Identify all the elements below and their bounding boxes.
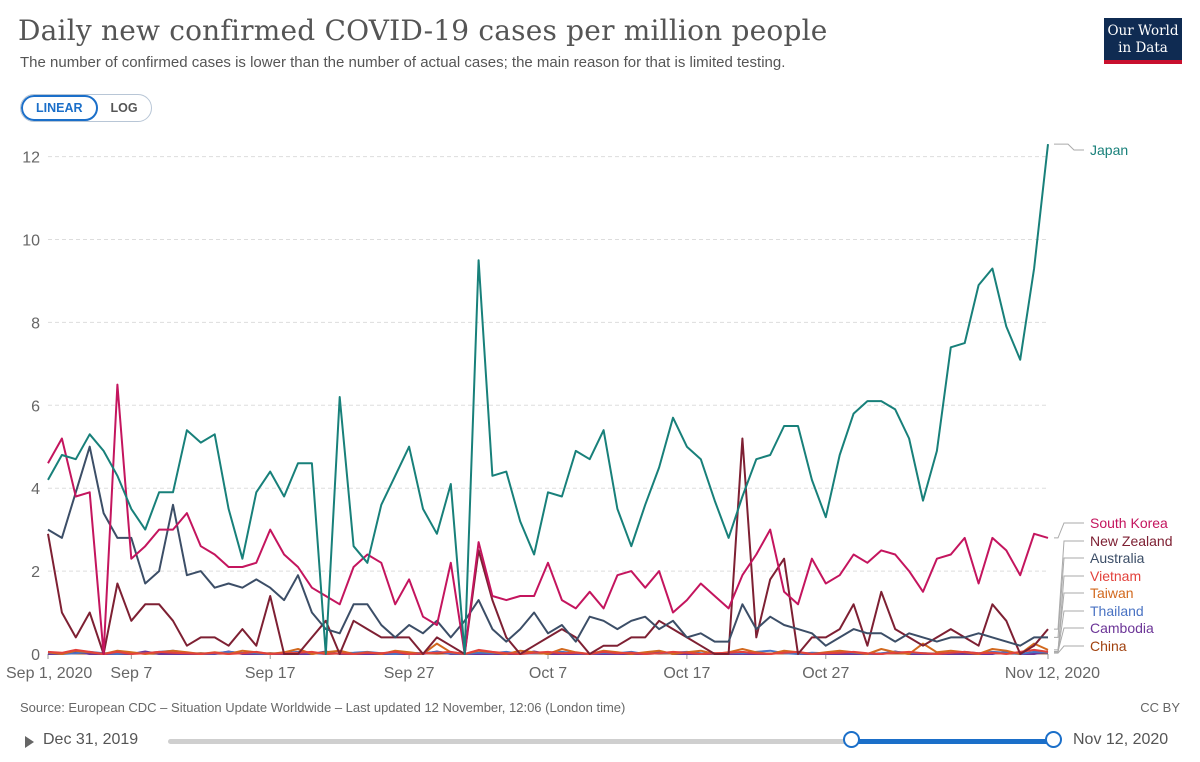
scale-toggle: LINEAR LOG [20, 94, 152, 122]
legend-label-china[interactable]: China [1090, 638, 1127, 654]
y-tick-label: 4 [31, 481, 40, 498]
legend-label-south-korea[interactable]: South Korea [1090, 515, 1168, 531]
x-tick-label: Sep 27 [384, 665, 435, 682]
x-tick-label: Oct 27 [802, 665, 849, 682]
legend-label-new-zealand[interactable]: New Zealand [1090, 533, 1173, 549]
linear-scale-button[interactable]: LINEAR [21, 95, 98, 121]
x-tick-label: Sep 1, 2020 [6, 665, 92, 682]
y-axis-ticks: 0 2 4 6 8 10 12 [22, 150, 40, 664]
chart-subtitle: The number of confirmed cases is lower t… [20, 54, 786, 71]
series-lines [47, 143, 1049, 655]
owid-logo[interactable]: Our World in Data [1104, 18, 1182, 64]
timeline-selected-range [851, 739, 1054, 744]
x-tick-label: Sep 17 [245, 665, 296, 682]
legend-connector [1054, 592, 1084, 651]
legend-label-vietnam[interactable]: Vietnam [1090, 568, 1141, 584]
legend-label-taiwan[interactable]: Taiwan [1090, 585, 1134, 601]
log-scale-button[interactable]: LOG [110, 101, 138, 115]
legend-connector [1054, 522, 1084, 539]
legend-connector [1054, 557, 1084, 638]
series-line-new-zealand[interactable] [47, 437, 1049, 655]
logo-line-1: Our World [1107, 23, 1179, 39]
x-tick-label: Oct 17 [663, 665, 710, 682]
legend-label-thailand[interactable]: Thailand [1090, 603, 1144, 619]
legend-label-australia[interactable]: Australia [1090, 550, 1145, 566]
legend-connector [1054, 645, 1084, 654]
x-tick-label: Nov 12, 2020 [1005, 665, 1100, 682]
timeline-slider: Dec 31, 2019 Nov 12, 2020 [0, 722, 1200, 762]
timeline-end-label: Nov 12, 2020 [1073, 731, 1169, 748]
license-link[interactable]: CC BY [1140, 700, 1180, 715]
chart-title: Daily new confirmed COVID-19 cases per m… [18, 14, 828, 47]
timeline-start-label: Dec 31, 2019 [43, 731, 139, 748]
legend-connector [1054, 143, 1084, 151]
logo-line-2: in Data [1118, 40, 1168, 56]
timeline-end-handle[interactable] [1045, 731, 1062, 748]
play-icon[interactable] [25, 736, 34, 748]
legend-label-japan[interactable]: Japan [1090, 142, 1128, 158]
legend-label-cambodia[interactable]: Cambodia [1090, 620, 1154, 636]
source-note: Source: European CDC – Situation Update … [20, 700, 626, 715]
y-tick-label: 10 [22, 232, 40, 249]
y-tick-label: 12 [22, 150, 40, 167]
legend-connector [1054, 627, 1084, 653]
y-tick-label: 2 [31, 564, 40, 581]
series-line-vietnam[interactable] [47, 648, 1049, 655]
timeline-track[interactable] [168, 739, 1054, 744]
y-tick-label: 6 [31, 398, 40, 415]
x-tick-label: Sep 7 [110, 665, 152, 682]
x-tick-label: Oct 7 [529, 665, 567, 682]
timeline-start-handle[interactable] [843, 731, 860, 748]
line-chart: 0 2 4 6 8 10 12 Sep 1, 2020 Sep 7 Sep 17 Sep 27 Oc… [6, 142, 1173, 682]
legend-connector [1054, 540, 1084, 630]
gridlines [48, 156, 1048, 655]
y-tick-label: 0 [31, 647, 40, 664]
series-line-south-korea[interactable] [47, 383, 1049, 655]
series-line-japan[interactable] [47, 143, 1049, 655]
x-axis-ticks: Sep 1, 2020 Sep 7 Sep 17 Sep 27 Oct 7 Oct 17 O… [6, 654, 1100, 682]
y-tick-label: 8 [31, 315, 40, 332]
series-line-australia[interactable] [47, 445, 1048, 647]
